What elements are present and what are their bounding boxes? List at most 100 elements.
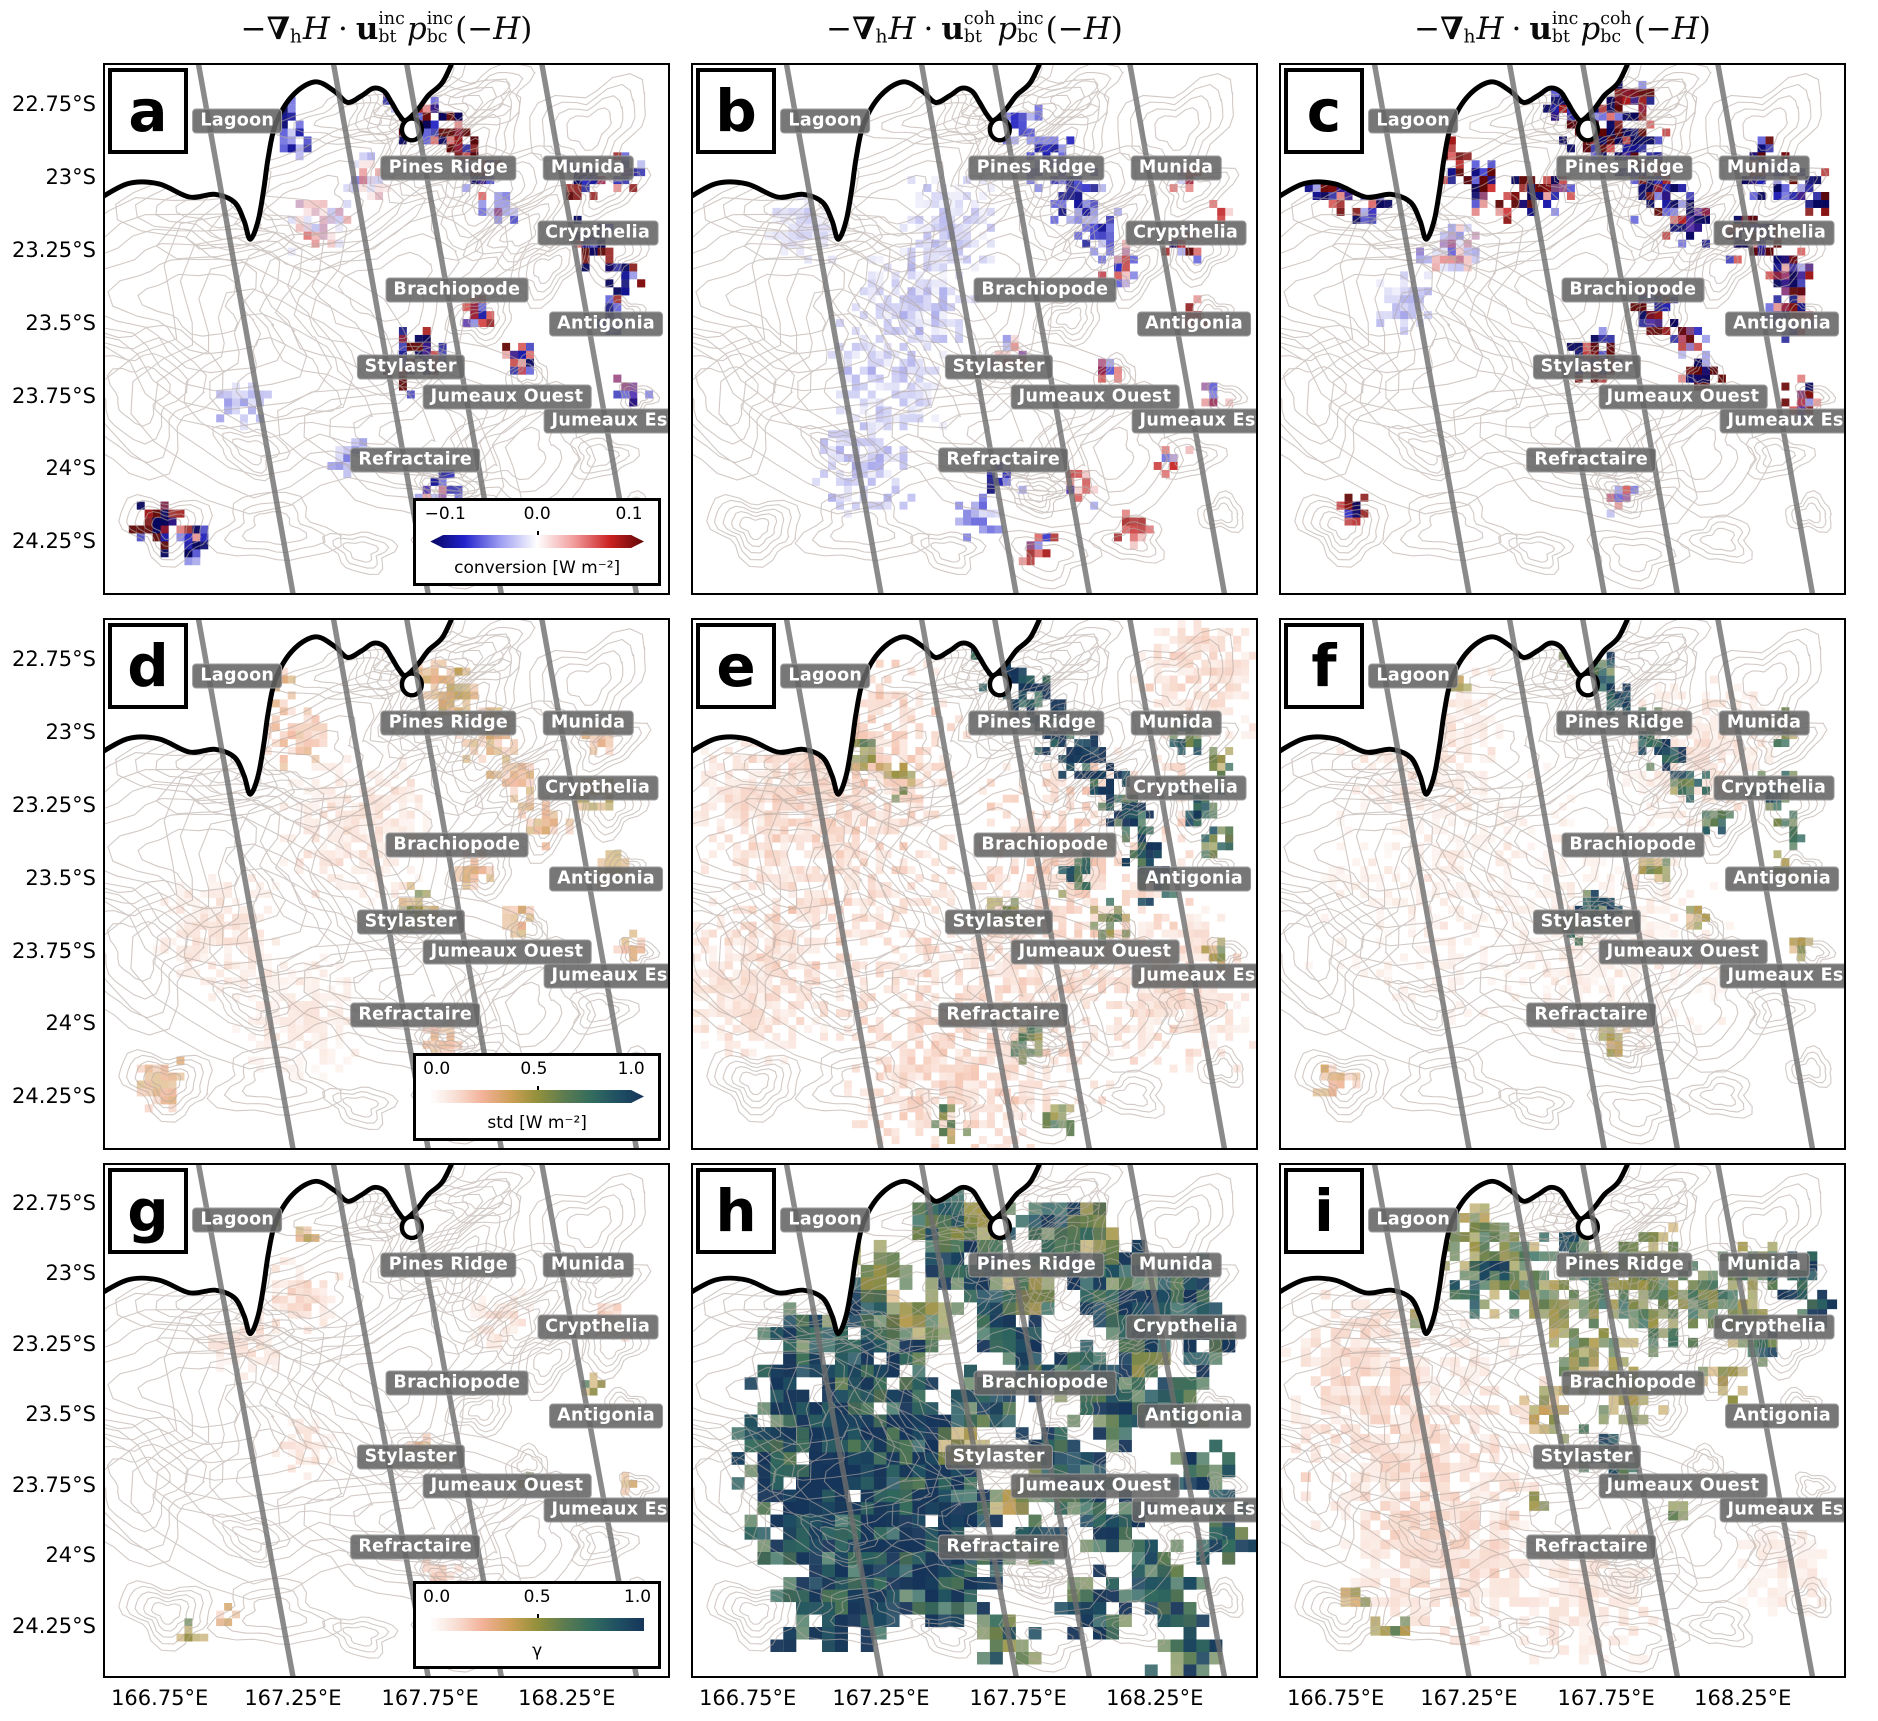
contour-line [1791,496,1827,529]
contour-line [1410,160,1540,237]
field-pixel [1098,231,1107,240]
contour-line [706,493,801,568]
field-pixel [287,1016,296,1025]
field-pixel [1797,263,1806,272]
field-pixel [573,215,582,224]
field-pixel [1082,969,1091,978]
field-pixel [891,889,900,898]
field-pixel [875,461,884,470]
field-pixel [255,1016,264,1025]
field-pixel [915,366,924,375]
field-pixel [780,969,789,978]
map-svg [1281,65,1837,593]
field-pixel [804,207,813,216]
field-pixel [891,866,900,875]
contour-line [795,145,972,248]
field-pixel [1002,953,1011,962]
field-pixel [939,1048,948,1057]
field-pixel [240,398,248,407]
field-pixel [1002,334,1011,343]
field-pixel [351,866,360,875]
field-pixel [1098,1096,1107,1105]
field-pixel [1694,223,1703,232]
field-pixel [1423,271,1432,280]
field-pixel [1606,334,1615,343]
field-pixel [1082,977,1091,986]
field-pixel [915,945,924,954]
seamount-label-pines-ridge: Pines Ridge [380,155,517,181]
field-pixel [375,842,384,851]
field-pixel [867,461,876,470]
field-pixel [1519,176,1528,185]
field-pixel [1408,295,1417,304]
field-pixel [1646,199,1655,208]
field-pixel [796,207,805,216]
field-pixel [939,350,948,359]
field-pixel [915,295,924,304]
contour-line [1281,213,1509,412]
field-pixel [883,414,892,423]
contour-line [1281,194,1530,430]
field-pixel [923,184,932,193]
field-pixel [907,295,916,304]
field-pixel [923,231,932,240]
field-pixel [780,866,789,875]
field-pixel [788,207,797,216]
field-pixel [152,533,161,542]
field-pixel [875,334,884,343]
field-pixel [1098,985,1107,994]
field-pixel [875,889,884,898]
field-pixel [796,802,805,811]
field-pixel [883,382,892,391]
math-token: bc [426,27,448,47]
field-pixel [224,961,233,970]
field-pixel [796,223,805,232]
field-pixel [319,953,328,962]
field-pixel [955,231,964,240]
field-pixel [359,160,368,169]
field-pixel [295,1001,304,1010]
field-pixel [1471,231,1480,240]
field-pixel [1773,295,1782,304]
field-pixel [851,961,860,970]
contour-line [694,366,760,427]
field-pixel [160,945,169,954]
field-pixel [1471,192,1480,200]
field-pixel [859,858,868,867]
field-pixel [168,1080,177,1089]
field-pixel [1090,184,1099,193]
field-pixel [406,810,415,819]
field-pixel [1002,1064,1011,1073]
field-pixel [144,517,153,526]
field-pixel [891,287,900,296]
track-line [918,65,1019,593]
field-pixel [1392,303,1401,312]
field-pixel [947,287,956,296]
field-pixel [955,239,964,248]
contour-line [541,638,636,730]
field-pixel [1678,184,1687,193]
field-pixel [375,802,384,811]
field-pixel [1042,985,1051,994]
field-pixel [812,961,821,970]
field-pixel [295,977,304,986]
field-pixel [351,826,360,835]
field-pixel [1543,192,1552,200]
field-pixel [438,675,447,684]
field-pixel [224,390,233,399]
field-pixel [859,794,868,803]
field-pixel [1408,303,1417,312]
field-pixel [144,1104,153,1113]
contour-line [1010,536,1090,582]
field-pixel [931,874,940,883]
field-pixel [883,454,892,462]
field-pixel [1503,207,1512,216]
field-pixel [335,461,344,470]
field-pixel [383,184,391,193]
field-pixel [1066,977,1075,986]
field-pixel [216,905,225,914]
field-pixel [462,319,471,328]
field-pixel [319,1032,328,1041]
field-pixel [367,858,376,867]
field-pixel [335,1024,344,1033]
